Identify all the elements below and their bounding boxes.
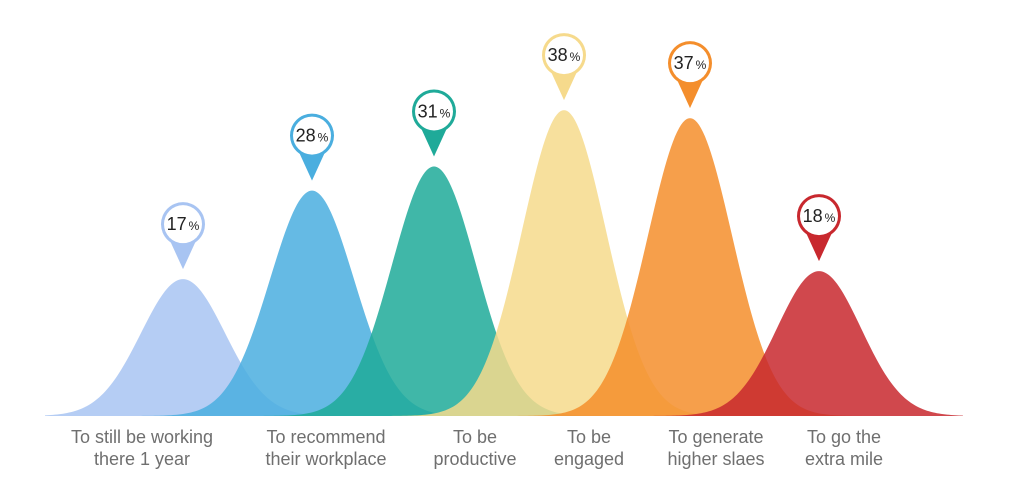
category-label-line: higher slaes: [667, 449, 764, 469]
pins-layer: 17 %28 %31 %38% 37 %18%: [161, 33, 841, 270]
category-label-line: engaged: [554, 449, 624, 469]
pin-value-label: 37%: [674, 53, 707, 73]
value-pin-6: 18%: [797, 194, 841, 262]
category-label-line: To still be working: [71, 427, 213, 447]
pin-value-unit: %: [570, 50, 581, 64]
category-label-line: To generate: [668, 427, 763, 447]
pin-value-label: 31%: [418, 101, 451, 121]
value-pin-3: 31%: [412, 89, 456, 157]
pin-value-unit: %: [440, 106, 451, 120]
pin-value-unit: %: [825, 211, 836, 225]
bell-curve-1: [45, 279, 963, 416]
value-pin-1: 17%: [161, 202, 205, 270]
value-pin-4: 38%: [542, 33, 586, 101]
category-label-line: To go the: [807, 427, 881, 447]
pin-face: [415, 92, 453, 131]
category-label-line: productive: [433, 449, 516, 469]
bell-curve-5: [45, 118, 963, 416]
pin-value-label: 28%: [296, 126, 329, 146]
category-label-3: To be productive: [433, 427, 516, 469]
category-label-line: To be: [453, 427, 497, 447]
category-label-1: To still be working there 1 year: [71, 427, 213, 469]
category-label-2: To recommend their workplace: [265, 427, 386, 469]
bell-curve-4: [45, 110, 963, 416]
bell-curve-6: [45, 271, 963, 416]
pin-face: [671, 44, 709, 83]
pin-face: [293, 116, 331, 155]
category-label-line: To be: [567, 427, 611, 447]
category-label-line: there 1 year: [94, 449, 190, 469]
category-label-4: To be engaged: [554, 427, 624, 469]
category-label-line: To recommend: [266, 427, 385, 447]
pin-value-number: 38: [548, 45, 568, 65]
pin-value-unit: %: [696, 58, 707, 72]
pin-face: [164, 205, 202, 244]
pin-value-number: 28: [296, 126, 316, 146]
pin-face: [800, 197, 838, 236]
pin-value-number: 37: [674, 53, 694, 73]
value-pin-5: 37%: [668, 41, 712, 109]
pin-value-label: 18%: [803, 206, 836, 226]
category-label-5: To generate higher slaes: [667, 427, 764, 469]
pin-value-unit: %: [318, 131, 329, 145]
pin-value-number: 18: [803, 206, 823, 226]
pin-value-label: 38%: [548, 45, 581, 65]
category-label-line: their workplace: [265, 449, 386, 469]
pin-value-number: 17: [167, 214, 187, 234]
curves-layer: [45, 110, 963, 416]
bell-curve-2: [45, 190, 963, 416]
category-label-line: extra mile: [805, 449, 883, 469]
pin-value-number: 31: [418, 101, 438, 121]
pin-face: [545, 36, 583, 75]
labels-layer: To still be working there 1 year To recomm…: [71, 427, 883, 469]
pin-value-label: 17%: [167, 214, 200, 234]
pin-value-unit: %: [189, 219, 200, 233]
category-label-6: To go the extra mile: [805, 427, 883, 469]
value-pin-2: 28%: [290, 113, 334, 181]
